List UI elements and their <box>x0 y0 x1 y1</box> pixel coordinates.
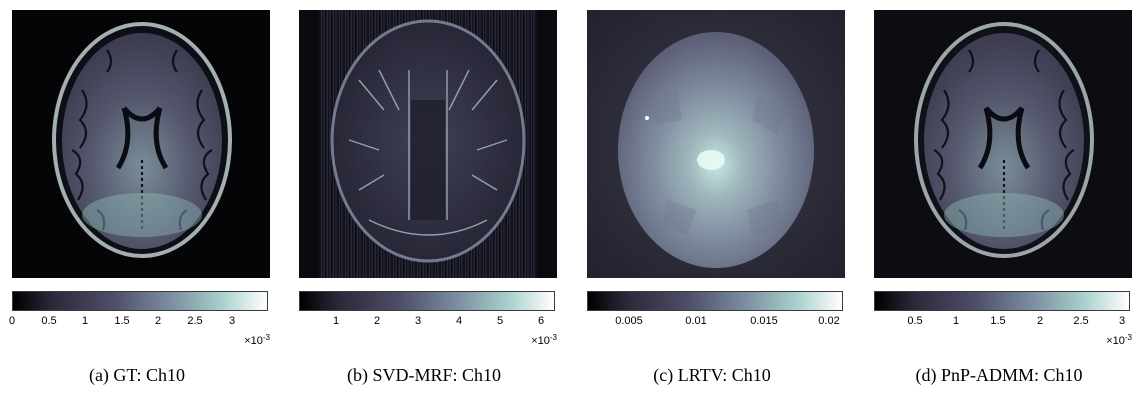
colorbar-svd-mrf <box>299 291 555 311</box>
tick-label: 3 <box>1118 315 1126 327</box>
brain-scan-gt <box>12 10 270 278</box>
tick-label: 0.5 <box>907 315 923 327</box>
tick-label: 1.5 <box>114 315 130 327</box>
tick-label: 0.5 <box>41 315 57 327</box>
exponent-base: ×10 <box>1106 335 1125 347</box>
tick-label: 5 <box>496 315 504 327</box>
tick-label: 1 <box>81 315 89 327</box>
colorbar-gt <box>12 291 268 311</box>
panel-svd-mrf: 1 2 3 4 5 6 ×10-3 (b) SVD-MRF: Ch10 <box>291 8 557 409</box>
tick-label: 2.5 <box>187 315 203 327</box>
tick-label: 0 <box>8 315 16 327</box>
caption-pnp-admm: (d) PnP-ADMM: Ch10 <box>915 365 1083 385</box>
tick-label: 0.01 <box>685 315 707 327</box>
colorbar-ticks-svd-mrf: 1 2 3 4 5 6 <box>299 315 555 331</box>
colorbar-ticks-gt: 0 0.5 1 1.5 2 2.5 3 <box>8 315 268 331</box>
exponent-power: -3 <box>549 333 557 342</box>
tick-label: 0.02 <box>818 315 840 327</box>
colorbar-lrtv <box>587 291 843 311</box>
tick-label: 2.5 <box>1073 315 1089 327</box>
tick-label: 6 <box>537 315 545 327</box>
caption-gt: (a) GT: Ch10 <box>88 365 186 385</box>
panel-lrtv: 0.005 0.01 0.015 0.02 (c) LRTV: Ch10 <box>579 8 845 409</box>
caption-svd-mrf: (b) SVD-MRF: Ch10 <box>346 365 502 385</box>
exponent-power: -3 <box>262 333 270 342</box>
brain-scan-lrtv <box>587 10 845 278</box>
colorbar-exponent-svd-mrf: ×10-3 <box>531 333 557 347</box>
tick-label: 1 <box>952 315 960 327</box>
exponent-base: ×10 <box>531 335 550 347</box>
colorbar-exponent-pnp-admm: ×10-3 <box>1106 333 1132 347</box>
tick-label: 4 <box>455 315 463 327</box>
panel-pnp-admm: 0.5 1 1.5 2 2.5 3 ×10-3 (d) PnP-ADMM: Ch… <box>866 8 1132 409</box>
panel-gt: 0 0.5 1 1.5 2 2.5 3 ×10-3 (a) GT: Ch10 <box>4 8 270 409</box>
colorbar-ticks-pnp-admm: 0.5 1 1.5 2 2.5 3 <box>874 315 1130 331</box>
brain-image-lrtv <box>587 10 845 278</box>
brain-image-gt <box>12 10 270 278</box>
tick-label: 2 <box>154 315 162 327</box>
brain-scan-svd-mrf <box>299 10 557 278</box>
tick-label: 3 <box>228 315 236 327</box>
tick-label: 2 <box>373 315 381 327</box>
exponent-base: ×10 <box>244 335 263 347</box>
tick-label: 0.015 <box>750 315 778 327</box>
caption-lrtv: (c) LRTV: Ch10 <box>653 365 771 385</box>
colorbar-ticks-lrtv: 0.005 0.01 0.015 0.02 <box>587 315 843 331</box>
tick-label: 1.5 <box>990 315 1006 327</box>
tick-label: 0.005 <box>615 315 643 327</box>
tick-label: 2 <box>1036 315 1044 327</box>
colorbar-exponent-gt: ×10-3 <box>244 333 270 347</box>
brain-image-pnp-admm <box>874 10 1132 278</box>
tick-label: 3 <box>414 315 422 327</box>
colorbar-pnp-admm <box>874 291 1130 311</box>
brain-image-svd-mrf <box>299 10 557 278</box>
brain-scan-pnp-admm <box>874 10 1132 278</box>
tick-label: 1 <box>332 315 340 327</box>
exponent-power: -3 <box>1124 333 1132 342</box>
